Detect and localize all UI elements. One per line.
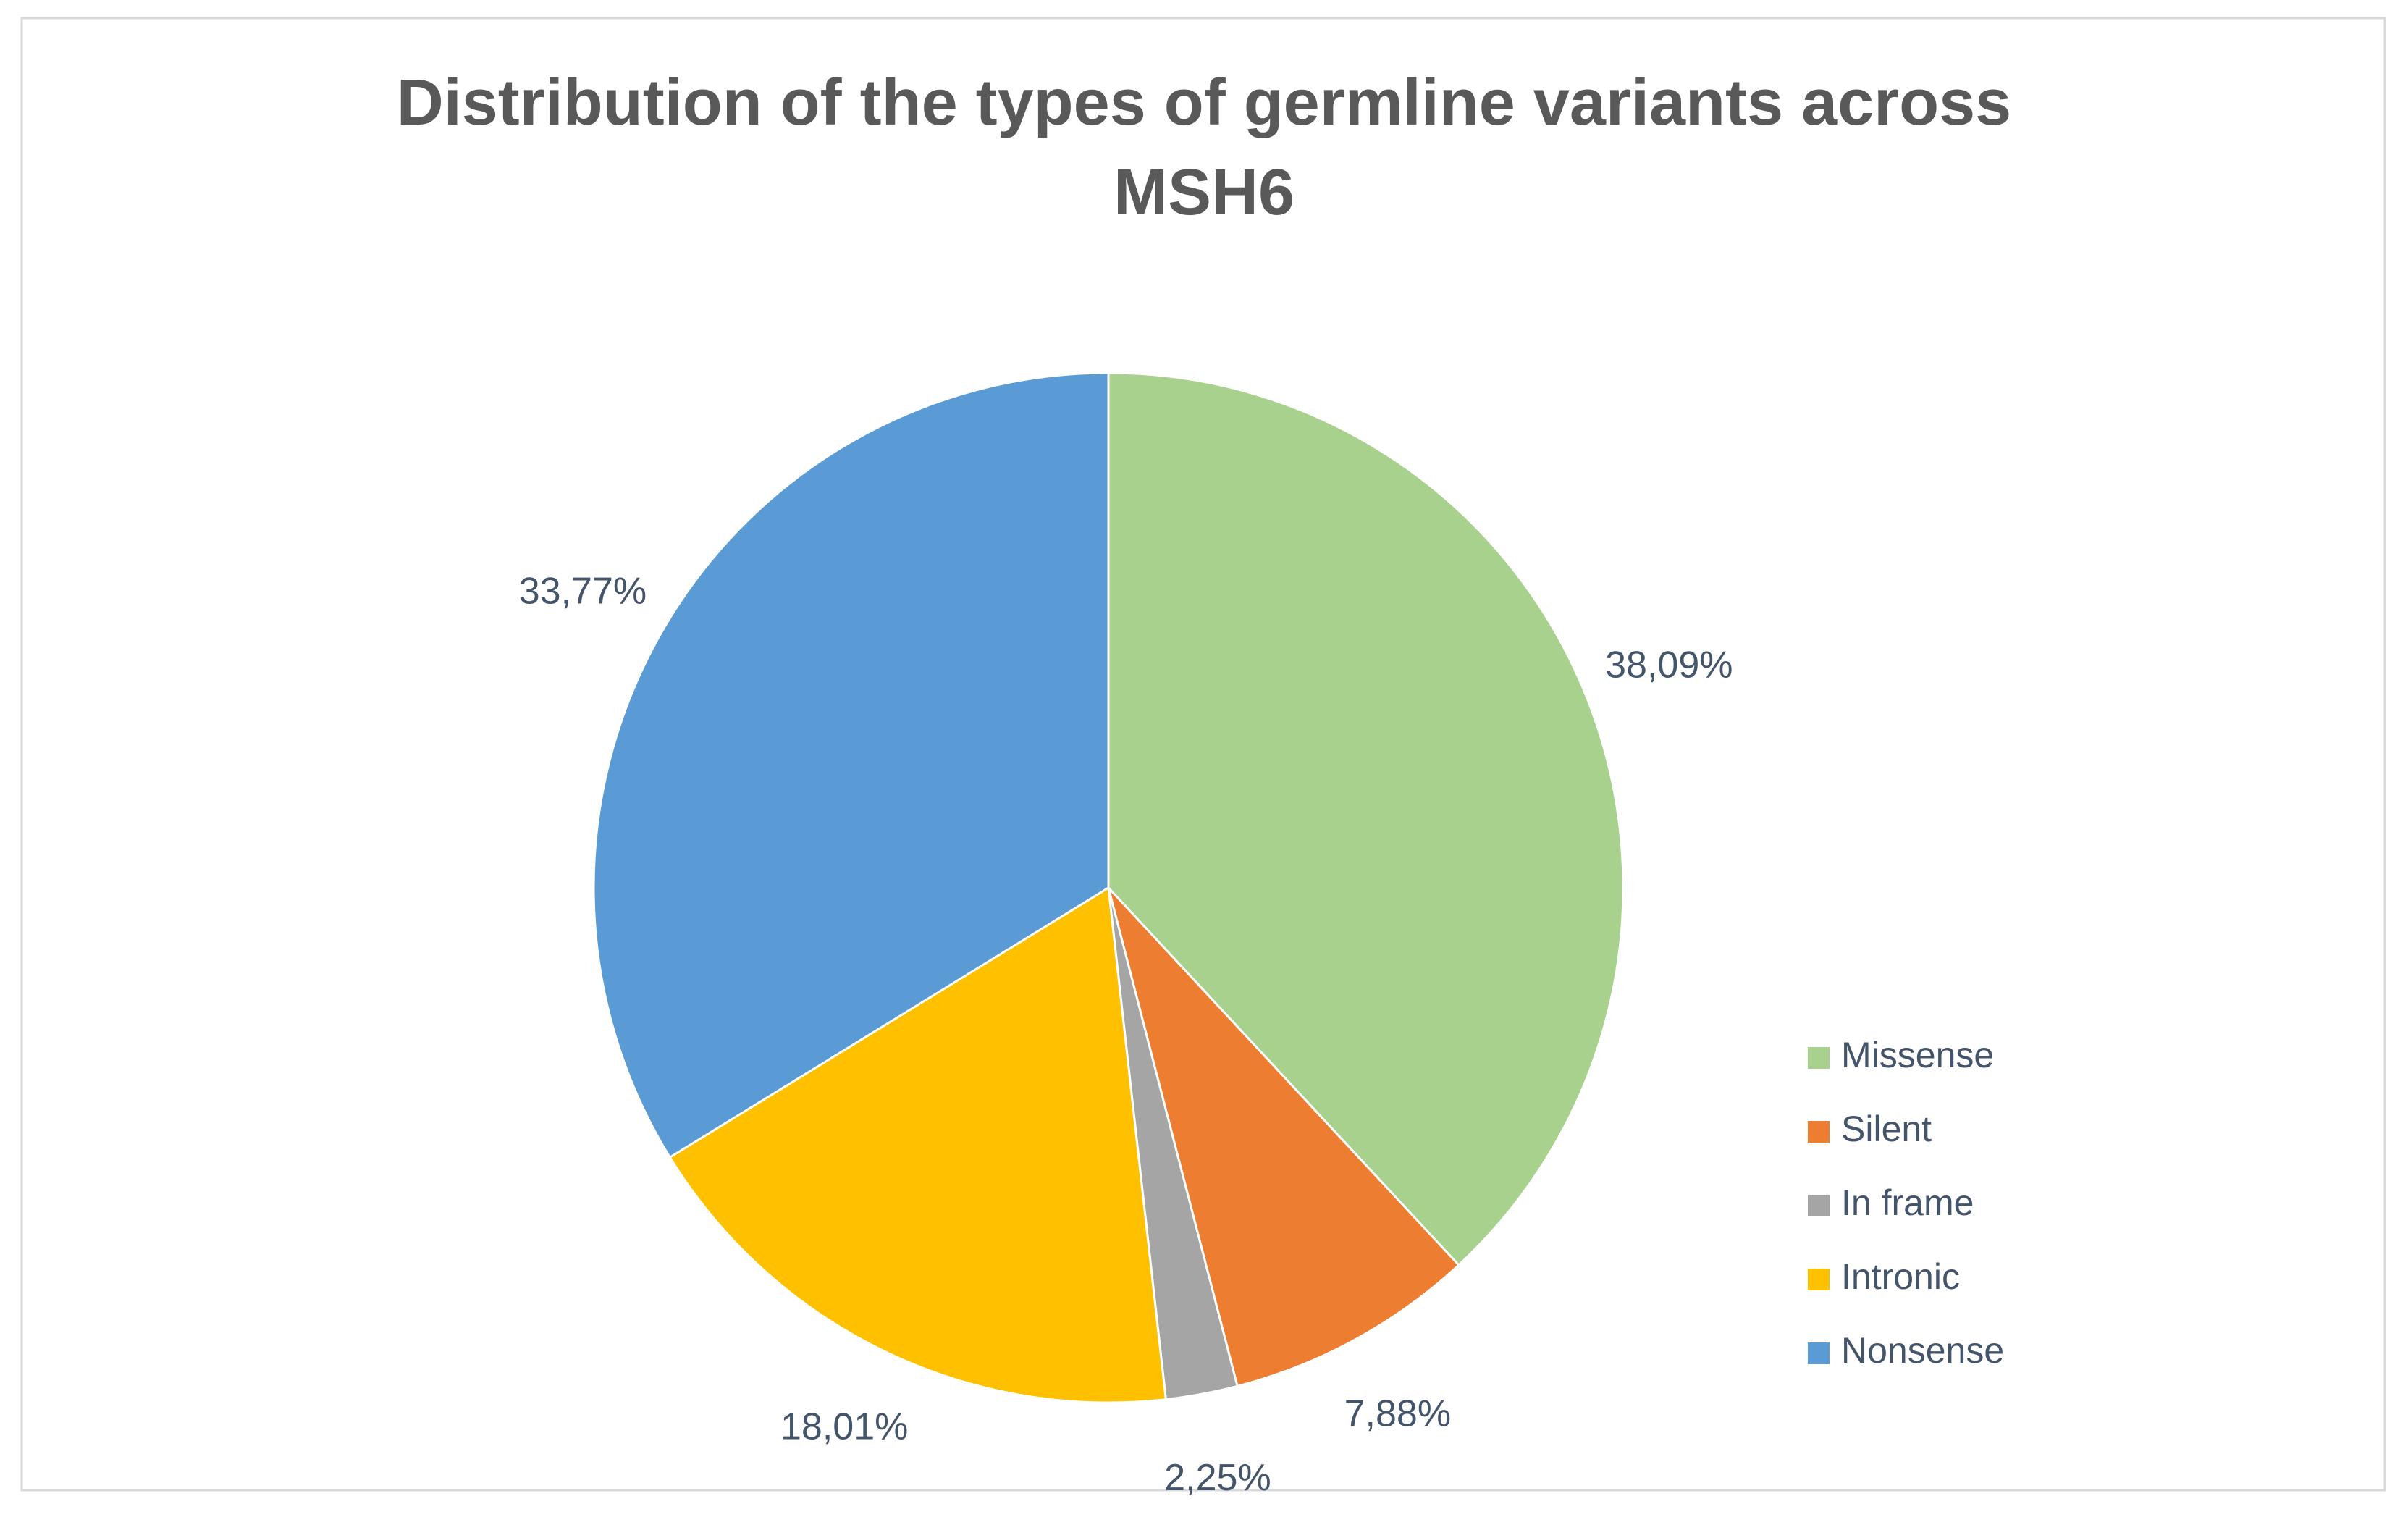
pie-slice (668, 886, 1168, 1404)
legend-swatch (1808, 1195, 1830, 1216)
legend-swatch (1808, 1047, 1830, 1069)
chart-title: Distribution of the types of germline va… (397, 67, 2012, 139)
data-label: 38,09% (1605, 644, 1733, 686)
legend-label: Nonsense (1841, 1330, 2004, 1371)
legend-label: In frame (1841, 1182, 1974, 1223)
pie-slice (1107, 371, 1625, 1267)
legend-swatch (1808, 1121, 1830, 1143)
data-label: 33,77% (519, 571, 647, 613)
data-label: 18,01% (780, 1405, 908, 1447)
data-label: 2,25% (1164, 1457, 1271, 1499)
chart-title: MSH6 (1114, 156, 1294, 229)
pie-slice (1107, 886, 1460, 1388)
legend-swatch (1808, 1269, 1830, 1290)
legend-label: Intronic (1841, 1256, 1960, 1297)
pie-slice (592, 371, 1110, 1159)
legend-label: Silent (1841, 1109, 1932, 1149)
legend-label: Missense (1841, 1035, 1994, 1075)
data-label: 7,88% (1344, 1392, 1451, 1434)
legend-swatch (1808, 1342, 1830, 1364)
